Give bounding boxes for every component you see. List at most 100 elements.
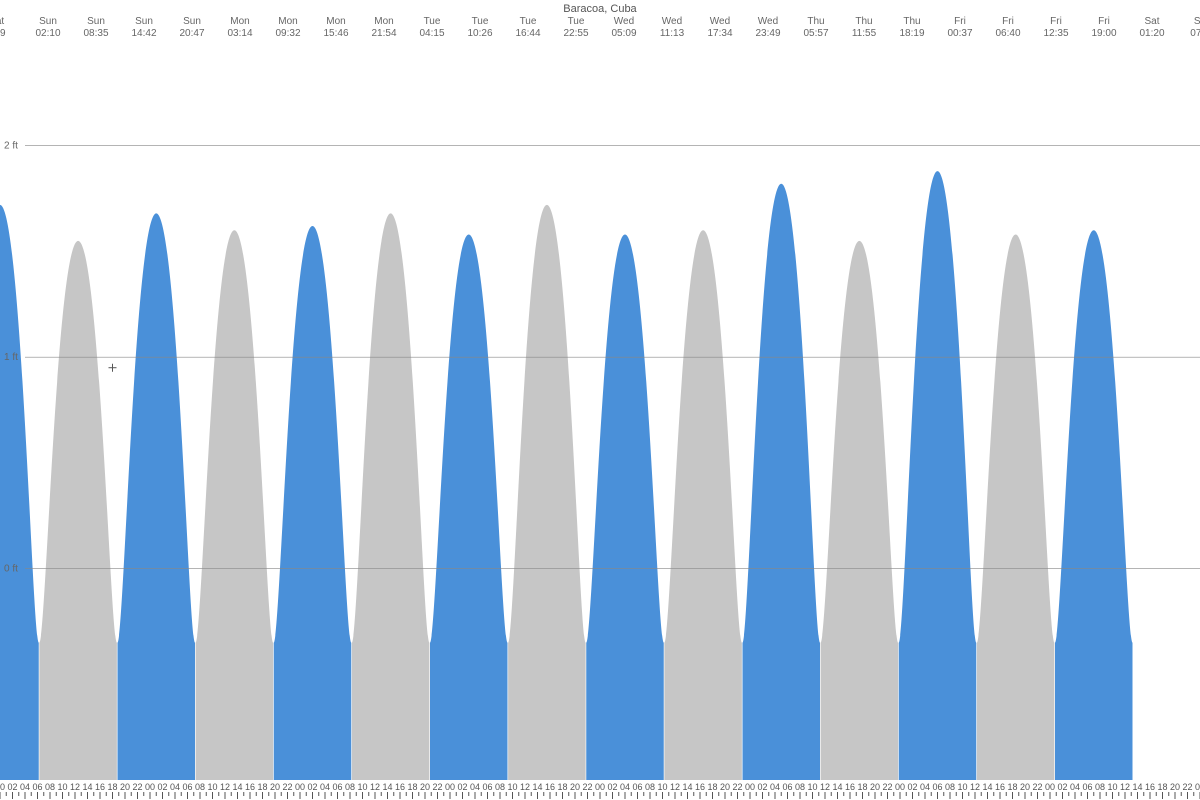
top-time-label: 14:42 xyxy=(131,28,156,39)
hour-label: 12 xyxy=(1120,782,1130,792)
hour-label: 12 xyxy=(820,782,830,792)
hour-label: 22 xyxy=(132,782,142,792)
top-time-label: 05:57 xyxy=(803,28,828,39)
hour-label: 12 xyxy=(970,782,980,792)
hour-label: 20 xyxy=(870,782,880,792)
hour-label: 08 xyxy=(495,782,505,792)
hour-label: 00 xyxy=(445,782,455,792)
hour-label: 16 xyxy=(695,782,705,792)
y-axis-label: 0 ft xyxy=(4,564,18,575)
top-day-label: Mon xyxy=(230,16,249,27)
hour-label: 00 xyxy=(595,782,605,792)
hour-label: 12 xyxy=(670,782,680,792)
top-day-label: Sun xyxy=(39,16,57,27)
hour-label: 12 xyxy=(70,782,80,792)
top-time-label: 06:40 xyxy=(995,28,1020,39)
top-day-label: Tue xyxy=(472,16,489,27)
top-time-label: 18:19 xyxy=(899,28,924,39)
hour-label: 04 xyxy=(470,782,480,792)
hour-label: 08 xyxy=(645,782,655,792)
hour-label: 16 xyxy=(395,782,405,792)
top-time-label: 12:35 xyxy=(1043,28,1068,39)
top-day-label: Tue xyxy=(520,16,537,27)
hour-label: 20 xyxy=(120,782,130,792)
hour-label: 18 xyxy=(107,782,117,792)
hour-label: 06 xyxy=(1082,782,1092,792)
hour-label: 02 xyxy=(7,782,17,792)
top-day-label: Thu xyxy=(807,16,824,27)
hour-label: 04 xyxy=(320,782,330,792)
hour-label: 10 xyxy=(657,782,667,792)
hour-label: 00 xyxy=(1195,782,1200,792)
hour-label: 14 xyxy=(1132,782,1142,792)
hour-label: 22 xyxy=(882,782,892,792)
top-day-label: Sun xyxy=(135,16,153,27)
hour-label: 10 xyxy=(507,782,517,792)
hour-label: 20 xyxy=(420,782,430,792)
hour-label: 20 xyxy=(270,782,280,792)
hour-label: 02 xyxy=(1057,782,1067,792)
hour-label: 18 xyxy=(1157,782,1167,792)
hour-label: 20 xyxy=(570,782,580,792)
hour-label: 04 xyxy=(1070,782,1080,792)
hour-label: 12 xyxy=(520,782,530,792)
hour-label: 10 xyxy=(207,782,217,792)
hour-label: 10 xyxy=(57,782,67,792)
y-axis-label: 1 ft xyxy=(4,352,18,363)
hour-label: 14 xyxy=(832,782,842,792)
top-day-label: Tue xyxy=(424,16,441,27)
hour-label: 14 xyxy=(232,782,242,792)
y-axis-label: 2 ft xyxy=(4,141,18,152)
hour-label: 20 xyxy=(1170,782,1180,792)
top-time-label: 04:15 xyxy=(419,28,444,39)
hour-label: 22 xyxy=(432,782,442,792)
hour-label: 14 xyxy=(82,782,92,792)
top-day-label: Tue xyxy=(568,16,585,27)
top-day-label: Sa xyxy=(1194,16,1200,27)
top-time-label: 10:26 xyxy=(467,28,492,39)
hour-label: 08 xyxy=(195,782,205,792)
hour-label: 20 xyxy=(1020,782,1030,792)
tide-chart-svg: 0 ft1 ft2 ftBaracoa, Cubaat39Sun02:10Sun… xyxy=(0,0,1200,800)
top-day-label: Sat xyxy=(1144,16,1159,27)
top-time-label: 09:32 xyxy=(275,28,300,39)
hour-label: 00 xyxy=(295,782,305,792)
top-time-label: 00:37 xyxy=(947,28,972,39)
hour-label: 06 xyxy=(482,782,492,792)
hour-label: 08 xyxy=(945,782,955,792)
hour-label: 16 xyxy=(995,782,1005,792)
hour-label: 02 xyxy=(307,782,317,792)
hour-label: 20 xyxy=(720,782,730,792)
top-time-label: 03:14 xyxy=(227,28,252,39)
hour-label: 18 xyxy=(257,782,267,792)
hour-label: 16 xyxy=(845,782,855,792)
top-day-label: Fri xyxy=(1002,16,1014,27)
hour-label: 18 xyxy=(407,782,417,792)
hour-label: 22 xyxy=(582,782,592,792)
hour-label: 14 xyxy=(382,782,392,792)
top-time-label: 17:34 xyxy=(707,28,732,39)
hour-label: 12 xyxy=(220,782,230,792)
hour-label: 06 xyxy=(632,782,642,792)
top-day-label: Thu xyxy=(855,16,872,27)
hour-label: 18 xyxy=(557,782,567,792)
hour-label: 10 xyxy=(807,782,817,792)
hour-label: 00 xyxy=(895,782,905,792)
top-day-label: Fri xyxy=(1098,16,1110,27)
top-day-label: Wed xyxy=(614,16,634,27)
hour-label: 10 xyxy=(1107,782,1117,792)
top-time-label: 21:54 xyxy=(371,28,396,39)
hour-label: 04 xyxy=(170,782,180,792)
hour-label: 06 xyxy=(182,782,192,792)
top-day-label: Mon xyxy=(326,16,345,27)
hour-label: 04 xyxy=(770,782,780,792)
hour-label: 10 xyxy=(357,782,367,792)
top-day-label: Sun xyxy=(87,16,105,27)
hour-label: 02 xyxy=(607,782,617,792)
hour-label: 16 xyxy=(95,782,105,792)
top-day-label: Mon xyxy=(278,16,297,27)
hour-label: 18 xyxy=(707,782,717,792)
top-day-label: Thu xyxy=(903,16,920,27)
top-day-label: Wed xyxy=(710,16,730,27)
top-day-label: Fri xyxy=(954,16,966,27)
